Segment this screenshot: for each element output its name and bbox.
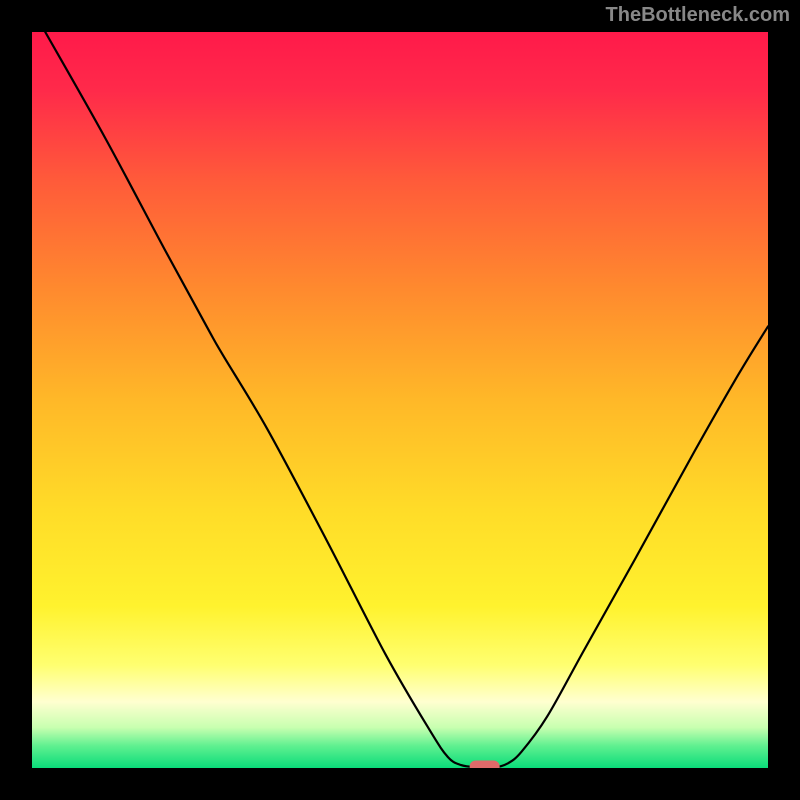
- bottleneck-curve: [32, 32, 768, 768]
- chart-container: TheBottleneck.com: [0, 0, 800, 800]
- attribution-text: TheBottleneck.com: [606, 4, 790, 27]
- bottleneck-marker: [470, 761, 500, 768]
- plot-area: [32, 32, 768, 768]
